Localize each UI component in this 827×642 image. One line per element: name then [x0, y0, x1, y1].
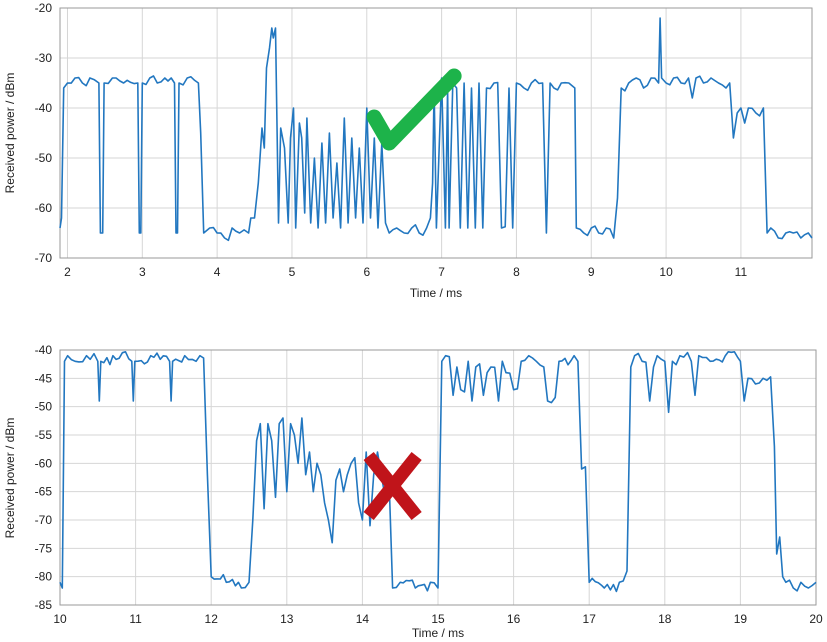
top-x-tick-label: 9 [588, 265, 595, 279]
bottom-y-tick-label: -70 [35, 513, 53, 527]
top-x-tick-label: 3 [139, 265, 146, 279]
cross-icon-stroke [363, 451, 422, 521]
top-x-tick-label: 6 [363, 265, 370, 279]
top-x-tick-label: 7 [438, 265, 445, 279]
bottom-x-tick-label: 12 [205, 612, 219, 626]
bottom-y-tick-label: -80 [35, 570, 53, 584]
top-y-tick-label: -50 [35, 151, 53, 165]
top-x-tick-label: 8 [513, 265, 520, 279]
top-y-axis-label: Received power / dBm [3, 73, 17, 194]
top-x-tick-label: 2 [64, 265, 71, 279]
top-x-tick-label: 4 [214, 265, 221, 279]
cross-icon [363, 451, 422, 521]
bottom-y-tick-label: -85 [35, 598, 53, 612]
bottom-x-tick-label: 18 [658, 612, 672, 626]
bottom-x-tick-label: 10 [53, 612, 67, 626]
bottom-x-tick-label: 15 [431, 612, 445, 626]
bottom-y-axis-label: Received power / dBm [3, 418, 17, 539]
bottom-x-tick-label: 11 [129, 612, 142, 626]
bottom-x-tick-label: 14 [356, 612, 370, 626]
bottom-y-tick-label: -55 [35, 428, 53, 442]
bottom-panel: 10 11 12 13 14 15 16 17 18 19 20 -85 -80 -75 -70 -65 -6… [3, 343, 823, 640]
bottom-plot-frame [59, 349, 817, 606]
bottom-y-tick-label: -75 [35, 541, 53, 555]
top-y-tick-labels: -70 -60 -50 -40 -30 -20 [35, 1, 53, 265]
bottom-x-tick-label: 13 [280, 612, 294, 626]
top-y-tick-label: -20 [35, 1, 53, 15]
top-series-line [59, 17, 813, 242]
bottom-y-tick-labels: -85 -80 -75 -70 -65 -60 -55 -50 -45 -40 [35, 343, 53, 612]
check-icon [366, 68, 462, 151]
top-y-tick-label: -60 [35, 201, 53, 215]
top-x-tick-label: 10 [659, 265, 673, 279]
top-x-tick-label: 5 [289, 265, 296, 279]
bottom-x-tick-labels: 10 11 12 13 14 15 16 17 18 19 20 [53, 612, 823, 626]
bottom-x-tick-label: 19 [734, 612, 748, 626]
top-x-axis-label: Time / ms [410, 286, 462, 300]
bottom-y-tick-label: -45 [35, 371, 53, 385]
top-y-tick-label: -70 [35, 251, 53, 265]
top-x-tick-labels: 2 3 4 5 6 7 8 9 10 11 [64, 265, 747, 279]
bottom-x-tick-label: 16 [507, 612, 521, 626]
top-plot-frame [59, 7, 813, 259]
bottom-series-line [59, 351, 817, 593]
bottom-y-tick-label: -50 [35, 400, 53, 414]
top-y-tick-label: -30 [35, 51, 53, 65]
bottom-y-tick-label: -60 [35, 456, 53, 470]
bottom-y-tick-label: -65 [35, 485, 53, 499]
bottom-x-tick-label: 17 [583, 612, 597, 626]
top-y-tick-label: -40 [35, 101, 53, 115]
bottom-x-axis-label: Time / ms [412, 626, 464, 640]
bottom-y-tick-label: -40 [35, 343, 53, 357]
top-x-tick-label: 11 [735, 265, 748, 279]
bottom-x-tick-label: 20 [809, 612, 823, 626]
top-panel: 2 3 4 5 6 7 8 9 10 11 -70 -60 -50 -40 -30 -20 Time / m… [3, 1, 813, 300]
